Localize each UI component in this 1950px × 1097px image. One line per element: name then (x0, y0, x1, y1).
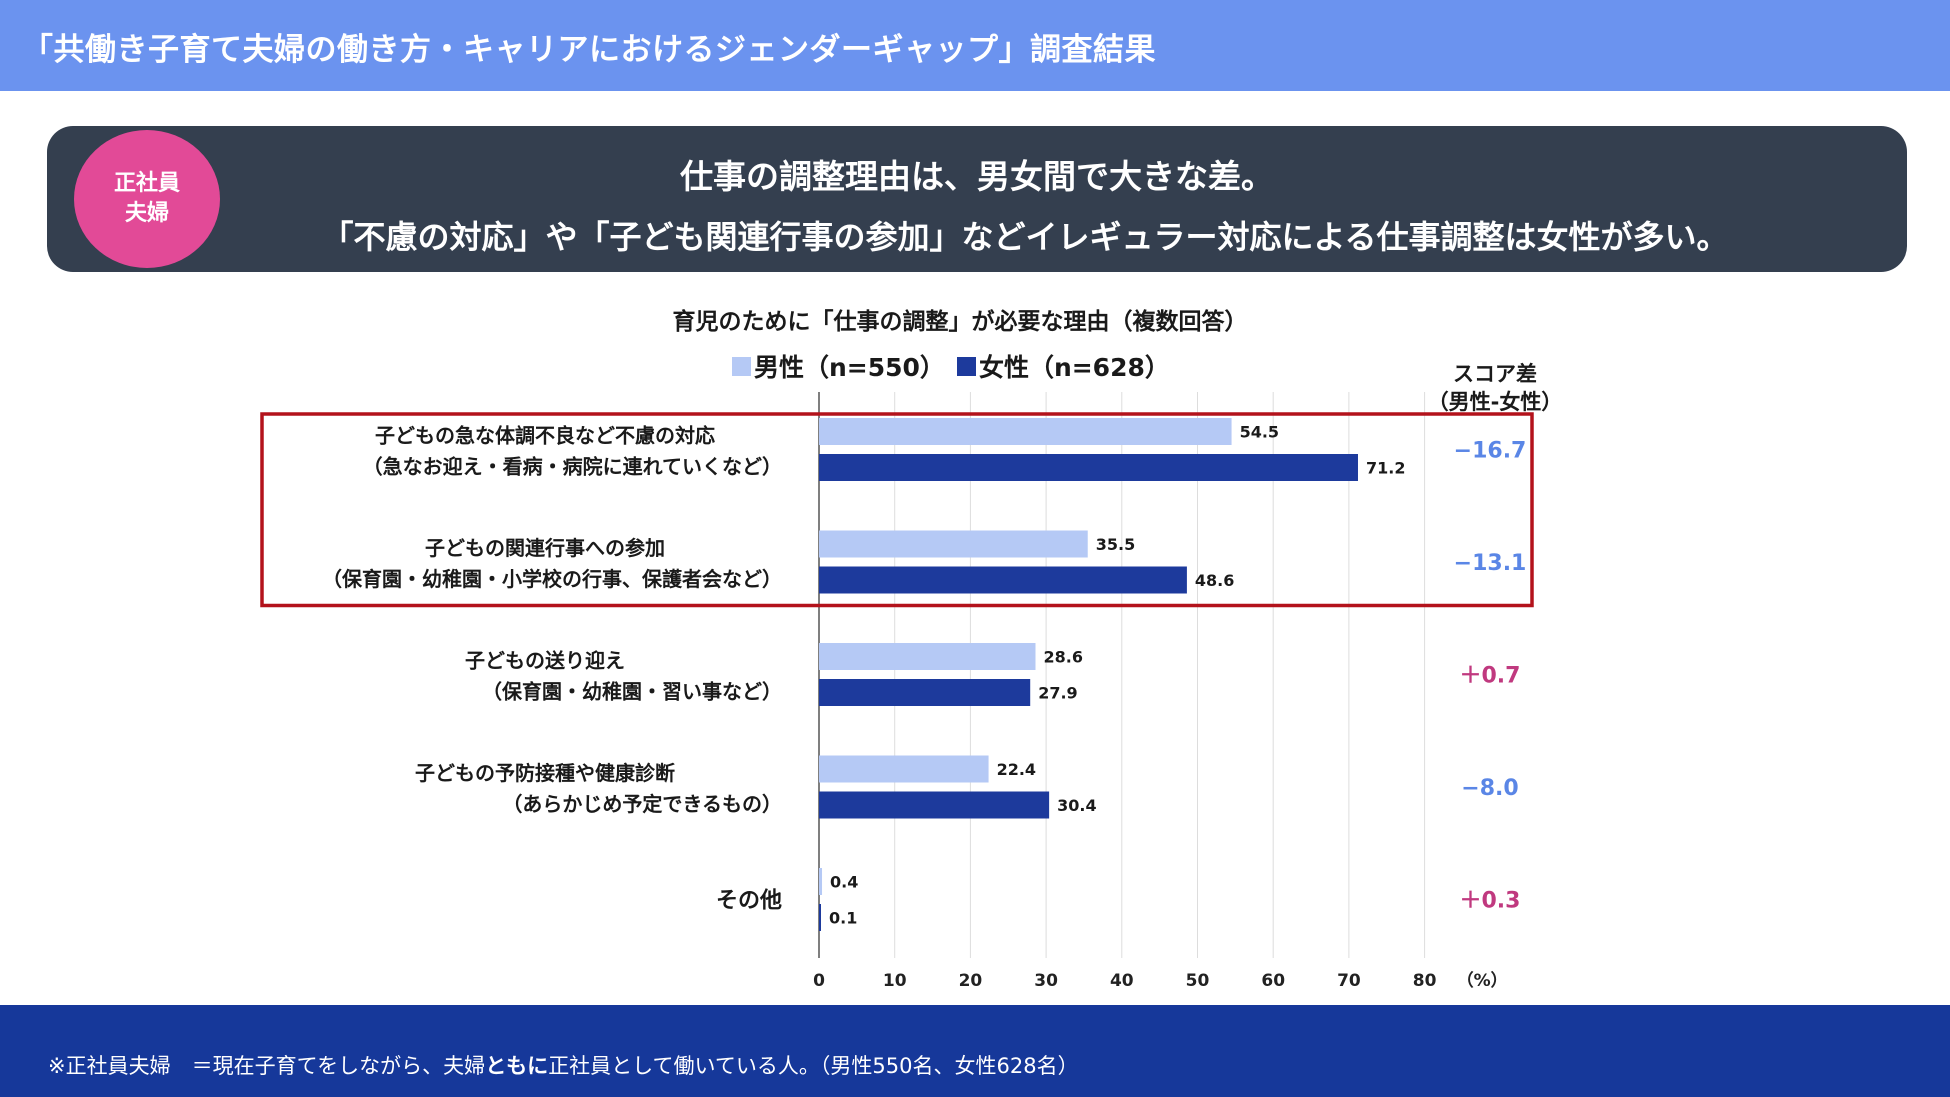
data-label-male: 28.6 (1044, 648, 1083, 667)
category-label-line1: 子どもの急な体調不良など不慮の対応 (375, 424, 715, 448)
chart-legend: 男性（n=550） 女性（n=628） (732, 348, 1182, 384)
bar-male (819, 530, 1088, 558)
score-diff-value: ＋0.3 (1460, 889, 1521, 914)
bar-female (819, 904, 821, 931)
highlight-box (260, 412, 1534, 608)
category-label-line2: （保育園・幼稚園・習い事など） (482, 680, 782, 704)
bar-male (819, 868, 823, 895)
data-label-female: 48.6 (1195, 571, 1234, 590)
segment-badge: 正社員 夫婦 (74, 130, 220, 268)
x-tick-label: 80 (1413, 971, 1437, 991)
data-label-female: 27.9 (1038, 684, 1077, 703)
category-label-line1: その他 (716, 889, 782, 914)
category-label-line2: （急なお迎え・看病・病院に連れていくなど） (363, 455, 782, 479)
legend-swatch-female (956, 356, 976, 376)
legend-swatch-male (732, 356, 751, 376)
summary-banner (47, 126, 1907, 272)
banner-headline: 仕事の調整理由は、男女間で大きな差。 (680, 157, 1274, 196)
footer-suffix: 正社員として働いている人。（男性550名、女性628名） (548, 1054, 1079, 1078)
data-label-female: 30.4 (1057, 796, 1096, 815)
legend-item-female: 女性（n=628） (956, 348, 1170, 384)
footer-bar (0, 1005, 1950, 1097)
score-diff-value: −8.0 (1461, 776, 1518, 801)
bar-female (819, 679, 1031, 706)
x-tick-label: 60 (1261, 971, 1285, 991)
badge-line1: 正社員 (113, 171, 180, 196)
x-axis-unit: （%） (1457, 970, 1508, 991)
badge-line2: 夫婦 (124, 201, 169, 226)
data-label-male: 0.4 (830, 873, 858, 892)
bar-male (819, 755, 989, 783)
data-label-female: 0.1 (829, 909, 857, 928)
score-diff-value: −16.7 (1454, 439, 1527, 464)
data-label-male: 54.5 (1240, 423, 1279, 442)
score-diff-value: ＋0.7 (1460, 664, 1521, 689)
bar-male (819, 643, 1036, 670)
data-label-male: 22.4 (997, 760, 1036, 779)
category-label-line2: （あらかじめ予定できるもの） (502, 792, 782, 816)
x-tick-label: 40 (1110, 971, 1134, 991)
footer-prefix: ※正社員夫婦 ＝現在子育てをしながら、夫婦 (48, 1054, 486, 1078)
category-label-line1: 子どもの送り迎え (465, 649, 625, 673)
score-diff-header-line1: スコア差 (1453, 362, 1537, 386)
category-label-line2: （保育園・幼稚園・小学校の行事、保護者会など） (322, 567, 782, 591)
chart-title: 育児のために「仕事の調整」が必要な理由（複数回答） (672, 309, 1248, 335)
x-tick-label: 30 (1034, 971, 1058, 991)
category-label-line1: 子どもの予防接種や健康診断 (415, 761, 675, 785)
score-diff-header: スコア差 （男性-女性） (1420, 360, 1570, 416)
footer-bold: ともに (485, 1054, 549, 1078)
x-tick-label: 50 (1186, 971, 1210, 991)
score-diff-header-line2: （男性-女性） (1427, 390, 1563, 414)
legend-label-male: 男性（n=550） (754, 353, 945, 382)
bar-female (819, 566, 1187, 594)
bar-male (819, 418, 1232, 445)
bar-female (819, 791, 1050, 819)
header-bar (0, 0, 1950, 91)
x-tick-label: 20 (959, 971, 983, 991)
bar-chart: 0 10 20 30 40 50 60 70 80 （%） 54.5 71.2 子どもの急な体調不良など… (260, 392, 1534, 991)
x-tick-label: 70 (1337, 971, 1361, 991)
bar-female (819, 454, 1358, 481)
data-label-female: 71.2 (1366, 459, 1405, 478)
category-label-line1: 子どもの関連行事への参加 (425, 536, 665, 560)
footer-note: ※正社員夫婦 ＝現在子育てをしながら、夫婦ともに正社員として働いている人。（男性… (48, 1050, 1079, 1080)
x-tick-label: 0 (813, 971, 825, 991)
legend-item-male: 男性（n=550） (732, 348, 945, 384)
legend-label-female: 女性（n=628） (978, 353, 1170, 382)
x-tick-label: 10 (883, 971, 907, 991)
score-diff-value: −13.1 (1454, 551, 1527, 576)
banner-subline: 「不慮の対応」や「子ども関連行事の参加」などイレギュラー対応による仕事調整は女性… (321, 218, 1729, 256)
page-title: 「共働き子育て夫婦の働き方・キャリアにおけるジェンダーギャップ」調査結果 (22, 32, 1156, 68)
data-label-male: 35.5 (1096, 535, 1135, 554)
